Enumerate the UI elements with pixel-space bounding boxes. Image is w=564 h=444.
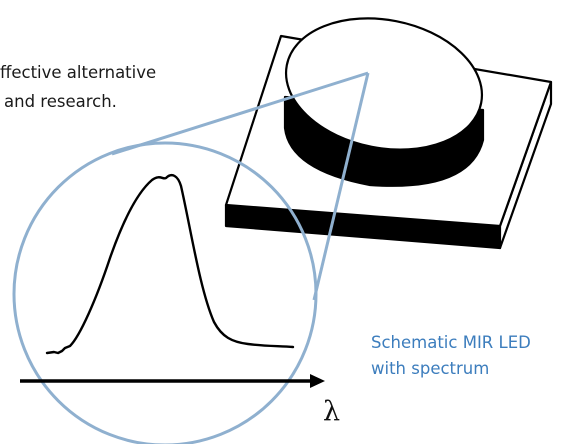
body-text-line-2: and research. <box>4 92 117 111</box>
caption-line-2: with spectrum <box>371 359 490 378</box>
spectrum-curve <box>45 174 295 355</box>
led-chip <box>224 17 553 250</box>
wavelength-axis-arrow <box>20 374 325 388</box>
body-text: ffective alternative and research. <box>0 58 210 116</box>
body-text-line-1: ffective alternative <box>0 63 157 82</box>
magnifier-connector-upper <box>111 71 369 156</box>
caption-line-1: Schematic MIR LED <box>371 333 531 352</box>
caption: Schematic MIR LED with spectrum <box>371 330 531 382</box>
wavelength-symbol: λ <box>323 396 341 427</box>
magnifier <box>12 71 370 444</box>
magnifier-circle <box>12 141 318 444</box>
led-dome-top <box>284 17 484 151</box>
magnifier-connector-lower <box>312 72 370 301</box>
